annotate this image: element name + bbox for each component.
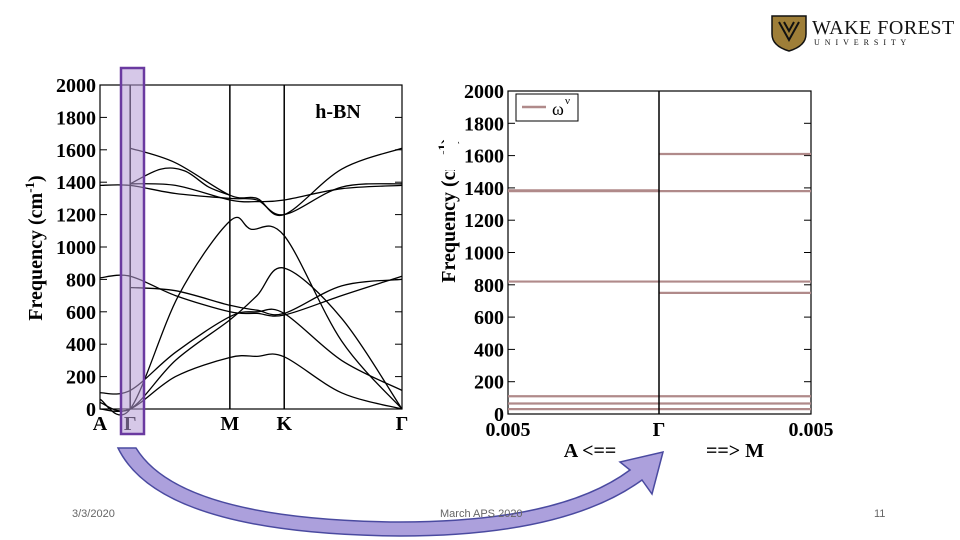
left-y-tick-label: 600 <box>66 302 96 324</box>
right-legend: ω ν <box>515 93 579 122</box>
left-branch-2 <box>99 216 403 416</box>
logo-line2: U N I V E R S I T Y <box>814 38 908 47</box>
right-ylabel-exp: -1 <box>435 144 450 155</box>
left-branch-8 <box>130 147 403 217</box>
right-x-tick-label: 0.005 <box>486 419 531 441</box>
left-branch-1 <box>99 267 403 412</box>
wake-forest-logo: WAKE FOREST U N I V E R S I T Y <box>771 15 955 52</box>
right-x-tick-label: 0.005 <box>789 419 834 441</box>
right-y-tick-label: 600 <box>474 307 504 329</box>
right-phonon-lines <box>508 152 811 411</box>
left-branch-9 <box>129 167 231 196</box>
legend-label: ω <box>552 99 564 119</box>
footer-date: 3/3/2020 <box>72 508 115 520</box>
left-x-tick-label: M <box>220 413 239 435</box>
left-branch-0 <box>99 353 403 413</box>
right-direction-label-right: ==> M <box>706 440 764 462</box>
shield-emblem-icon <box>778 21 800 43</box>
left-band-structure-chart: 0 200 400 600 800 1000 1200 1400 1600 1800 2000 A Γ… <box>22 75 408 435</box>
left-ylabel-main: Frequency (cm <box>25 192 47 320</box>
logo-line1: WAKE FOREST <box>812 17 955 39</box>
left-y-axis: 0 200 400 600 800 1000 1200 1400 1600 1800 2000 <box>56 75 402 421</box>
footer-center: March APS 2020 <box>440 508 523 520</box>
gamma-highlight-box <box>119 66 146 436</box>
left-y-tick-label: 1200 <box>56 205 96 227</box>
left-y-tick-label: 2000 <box>56 75 96 97</box>
transfer-arrow-icon <box>116 447 665 537</box>
left-high-symmetry-lines <box>129 85 285 409</box>
left-y-tick-label: 800 <box>66 269 96 291</box>
left-x-tick-label: A <box>93 413 108 435</box>
right-y-tick-label: 1600 <box>464 146 504 168</box>
svg-text:Frequency (cm-1): Frequency (cm-1) <box>22 175 47 320</box>
left-x-tick-label: Γ <box>396 413 409 435</box>
left-chart-title: h-BN <box>315 101 361 123</box>
shield-icon <box>771 15 807 52</box>
left-y-tick-label: 1000 <box>56 237 96 259</box>
left-phonon-branches <box>99 147 403 416</box>
left-ylabel-close: ) <box>25 175 47 182</box>
right-y-tick-label: 1800 <box>464 113 504 135</box>
right-y-tick-label: 1000 <box>464 243 504 265</box>
left-branch-7 <box>130 183 403 203</box>
left-y-tick-label: 200 <box>66 367 96 389</box>
left-x-tick-label: K <box>276 413 292 435</box>
left-y-axis-label: Frequency (cm-1) <box>22 175 47 320</box>
right-x-tick-label: Γ <box>653 419 666 441</box>
right-direction-label-left: A <== <box>564 440 617 462</box>
footer-page-number: 11 <box>874 508 886 520</box>
right-x-axis: 0.005 Γ 0.005 A <== ==> M <box>486 419 834 462</box>
left-ylabel-exp: -1 <box>22 182 37 193</box>
right-y-tick-label: 0 <box>494 404 504 426</box>
left-branch-3 <box>99 308 403 395</box>
right-ylabel-main: Frequency (cm <box>438 154 460 282</box>
right-y-tick-label: 200 <box>474 372 504 394</box>
left-branch-5 <box>130 278 403 316</box>
right-y-axis: 0 200 400 600 800 1000 1200 1400 1600 1800 2000 <box>464 81 811 426</box>
left-y-tick-label: 1400 <box>56 172 96 194</box>
right-y-tick-label: 1400 <box>464 178 504 200</box>
left-y-tick-label: 0 <box>86 399 96 421</box>
right-y-tick-label: 800 <box>474 275 504 297</box>
left-branch-6 <box>99 183 403 216</box>
right-y-tick-label: 2000 <box>464 81 504 103</box>
right-gamma-zoom-chart: 0 200 400 600 800 1000 1200 1400 1600 1800 2000 0.… <box>435 60 834 462</box>
left-y-tick-label: 1600 <box>56 140 96 162</box>
left-y-tick-label: 400 <box>66 334 96 356</box>
legend-superscript: ν <box>565 95 570 107</box>
right-y-tick-label: 400 <box>474 339 504 361</box>
left-y-tick-label: 1800 <box>56 107 96 129</box>
right-ylabel-mask <box>444 60 458 170</box>
right-y-tick-label: 1200 <box>464 210 504 232</box>
